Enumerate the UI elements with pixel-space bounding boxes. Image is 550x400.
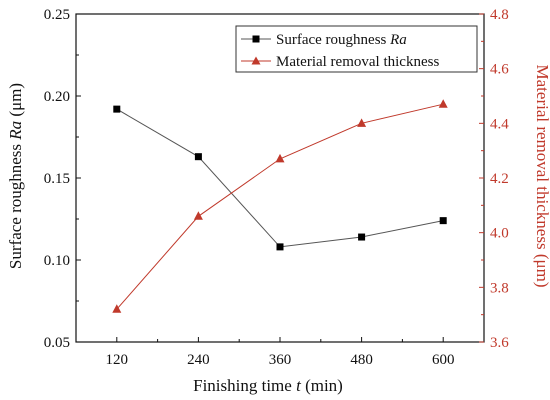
data-point-removal — [193, 211, 203, 220]
y-axis-left-label: Surface roughness Ra (μm) — [6, 83, 25, 269]
y2-tick-label: 4.4 — [490, 116, 509, 132]
y2-tick-label: 4.2 — [490, 171, 509, 187]
y2-tick-label: 3.6 — [490, 335, 509, 351]
data-point-roughness — [276, 243, 284, 251]
data-point-roughness — [113, 105, 121, 113]
y-axis-right-ticks: 3.6 3.8 4.0 4.2 4.4 4.6 4.8 — [479, 7, 509, 351]
y-tick-label: 0.15 — [44, 171, 70, 187]
series-line-2 — [116, 103, 444, 310]
x-tick-label: 480 — [350, 352, 373, 368]
y-tick-label: 0.25 — [44, 7, 70, 23]
data-point-removal — [357, 118, 367, 127]
legend: Surface roughness Ra Material removal th… — [235, 25, 478, 73]
legend-label-roughness: Surface roughness Ra — [276, 32, 407, 48]
x-tick-label: 240 — [187, 352, 210, 368]
data-point-removal — [112, 304, 122, 313]
series-line-1 — [116, 108, 444, 248]
y2-tick-label: 4.8 — [490, 7, 509, 23]
legend-label-removal: Material removal thickness — [276, 54, 439, 70]
legend-box — [235, 25, 478, 73]
y2-tick-label: 4.6 — [490, 62, 509, 78]
x-tick-label: 360 — [269, 352, 292, 368]
y2-tick-label: 3.8 — [490, 280, 509, 296]
data-point-removal — [275, 153, 285, 163]
y-axis-left-ticks: 0.05 0.10 0.15 0.20 0.25 — [44, 7, 81, 351]
series-layer — [112, 99, 448, 313]
y-tick-label: 0.20 — [44, 89, 70, 105]
y-axis-right-label: Material removal thickness (μm) — [533, 65, 550, 288]
y-tick-label: 0.05 — [44, 335, 70, 351]
legend-marker-removal — [251, 56, 261, 65]
data-point-removal — [438, 99, 448, 108]
data-point-roughness — [439, 217, 447, 225]
x-tick-label: 120 — [106, 352, 129, 368]
x-tick-label: 600 — [432, 352, 455, 368]
data-point-roughness — [358, 233, 366, 241]
y2-tick-label: 4.0 — [490, 226, 509, 242]
data-point-roughness — [194, 153, 202, 161]
legend-marker-roughness — [252, 35, 260, 43]
y-tick-label: 0.10 — [44, 253, 70, 269]
x-axis-ticks: 120 240 360 480 600 — [106, 337, 455, 368]
x-axis-label: Finishing time t (min) — [193, 376, 343, 395]
